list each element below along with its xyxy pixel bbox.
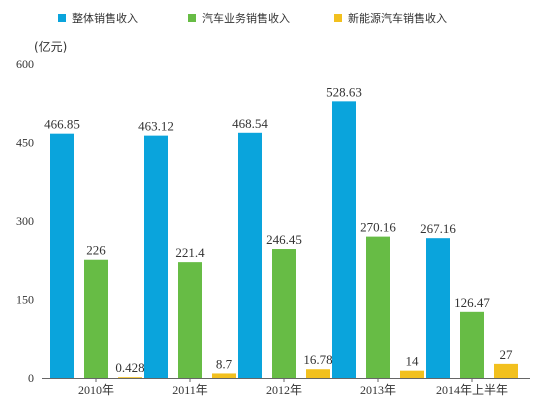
y-tick-label: 450 [16, 136, 34, 150]
bar [400, 370, 424, 378]
bar-value-label: 14 [406, 354, 420, 369]
bar [84, 259, 108, 378]
x-category-label: 2010年 [78, 383, 114, 397]
bar [238, 132, 262, 378]
bar-value-label: 27 [500, 347, 514, 362]
bar [272, 249, 296, 378]
bar [144, 135, 168, 378]
y-tick-label: 300 [16, 214, 34, 228]
bar-value-label: 0.428 [115, 360, 144, 375]
legend-item-1: 整体销售收入 [58, 11, 138, 25]
x-category-label: 2011年 [172, 383, 208, 397]
bar-value-label: 226 [86, 243, 106, 258]
bar [50, 133, 74, 378]
legend-label: 整体销售收入 [72, 11, 138, 25]
bar [460, 311, 484, 378]
legend-swatch [334, 14, 342, 22]
legend-swatch [188, 14, 196, 22]
legend: 整体销售收入 汽车业务销售收入 新能源汽车销售收入 [58, 11, 447, 25]
legend-item-2: 汽车业务销售收入 [188, 11, 290, 25]
bar [494, 363, 518, 378]
y-axis: 0 150 300 450 600 [16, 57, 34, 385]
bar [332, 101, 356, 378]
bar-value-label: 8.7 [216, 356, 233, 371]
bar [426, 238, 450, 378]
legend-item-3: 新能源汽车销售收入 [334, 11, 447, 25]
bar [306, 369, 330, 378]
y-axis-unit-label: (亿元) [34, 39, 67, 54]
value-labels: 466.85 226 0.428 463.12 221.4 8.7 468.54 246.45… [44, 84, 513, 375]
bar-value-label: 267.16 [420, 221, 456, 236]
bar-value-label: 246.45 [266, 232, 302, 247]
bar [212, 373, 236, 378]
legend-label: 新能源汽车销售收入 [348, 11, 447, 25]
x-axis: 2010年 2011年 2012年 2013年 2014年上半年 [42, 378, 530, 397]
y-tick-label: 0 [28, 371, 34, 385]
bar-value-label: 126.47 [454, 295, 490, 310]
bar-value-label: 463.12 [138, 119, 174, 134]
legend-swatch [58, 14, 66, 22]
bar [118, 377, 142, 378]
x-category-label: 2013年 [360, 383, 396, 397]
y-tick-label: 150 [16, 293, 34, 307]
bars [50, 101, 518, 378]
x-category-label: 2014年上半年 [436, 383, 508, 397]
bar-value-label: 16.78 [303, 352, 332, 367]
bar [178, 262, 202, 378]
x-category-label: 2012年 [266, 383, 302, 397]
bar-value-label: 468.54 [232, 116, 268, 131]
bar-value-label: 466.85 [44, 117, 80, 132]
y-tick-label: 600 [16, 57, 34, 71]
bar-value-label: 270.16 [360, 220, 396, 235]
bar [366, 236, 390, 378]
legend-label: 汽车业务销售收入 [202, 11, 290, 25]
bar-value-label: 528.63 [326, 84, 362, 99]
bar-value-label: 221.4 [175, 245, 205, 260]
